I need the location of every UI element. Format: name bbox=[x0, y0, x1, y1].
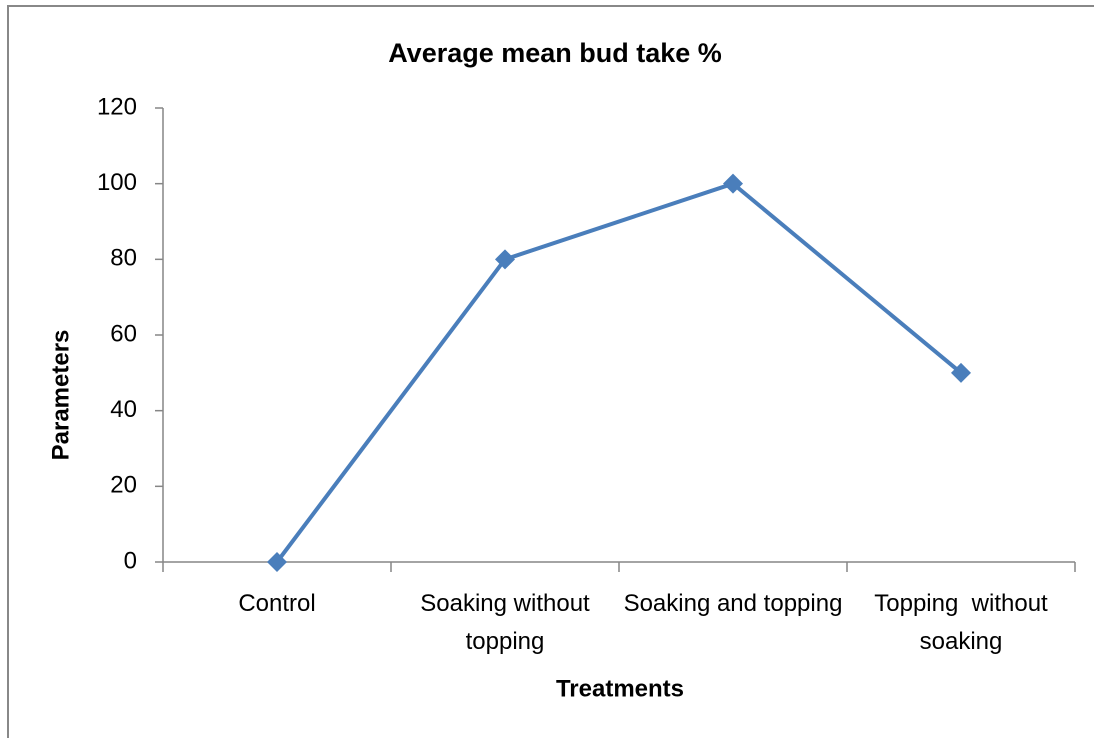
y-tick-label: 100 bbox=[97, 169, 137, 196]
x-axis-label: Treatments bbox=[556, 675, 684, 702]
chart-border bbox=[7, 5, 1094, 738]
marker bbox=[951, 362, 971, 383]
y-tick-label: 40 bbox=[110, 396, 137, 423]
y-tick-label: 20 bbox=[110, 472, 137, 499]
y-tick-label: 60 bbox=[110, 320, 137, 347]
series-line bbox=[275, 181, 963, 564]
marker bbox=[723, 173, 743, 194]
x-tick-label: Control bbox=[238, 590, 316, 617]
chart-title: Average mean bud take % bbox=[388, 38, 722, 68]
x-tick-label: Soaking without topping bbox=[420, 590, 597, 655]
marker bbox=[267, 552, 287, 572]
x-tick-label: Soaking and topping bbox=[623, 590, 843, 617]
x-tick-label: Topping without soaking bbox=[874, 590, 1055, 655]
y-tick-label: 120 bbox=[97, 93, 137, 120]
y-axis-label: Parameters bbox=[47, 330, 74, 461]
y-tick-label: 0 bbox=[124, 547, 137, 574]
y-tick-label: 80 bbox=[110, 245, 137, 272]
marker bbox=[495, 249, 515, 270]
